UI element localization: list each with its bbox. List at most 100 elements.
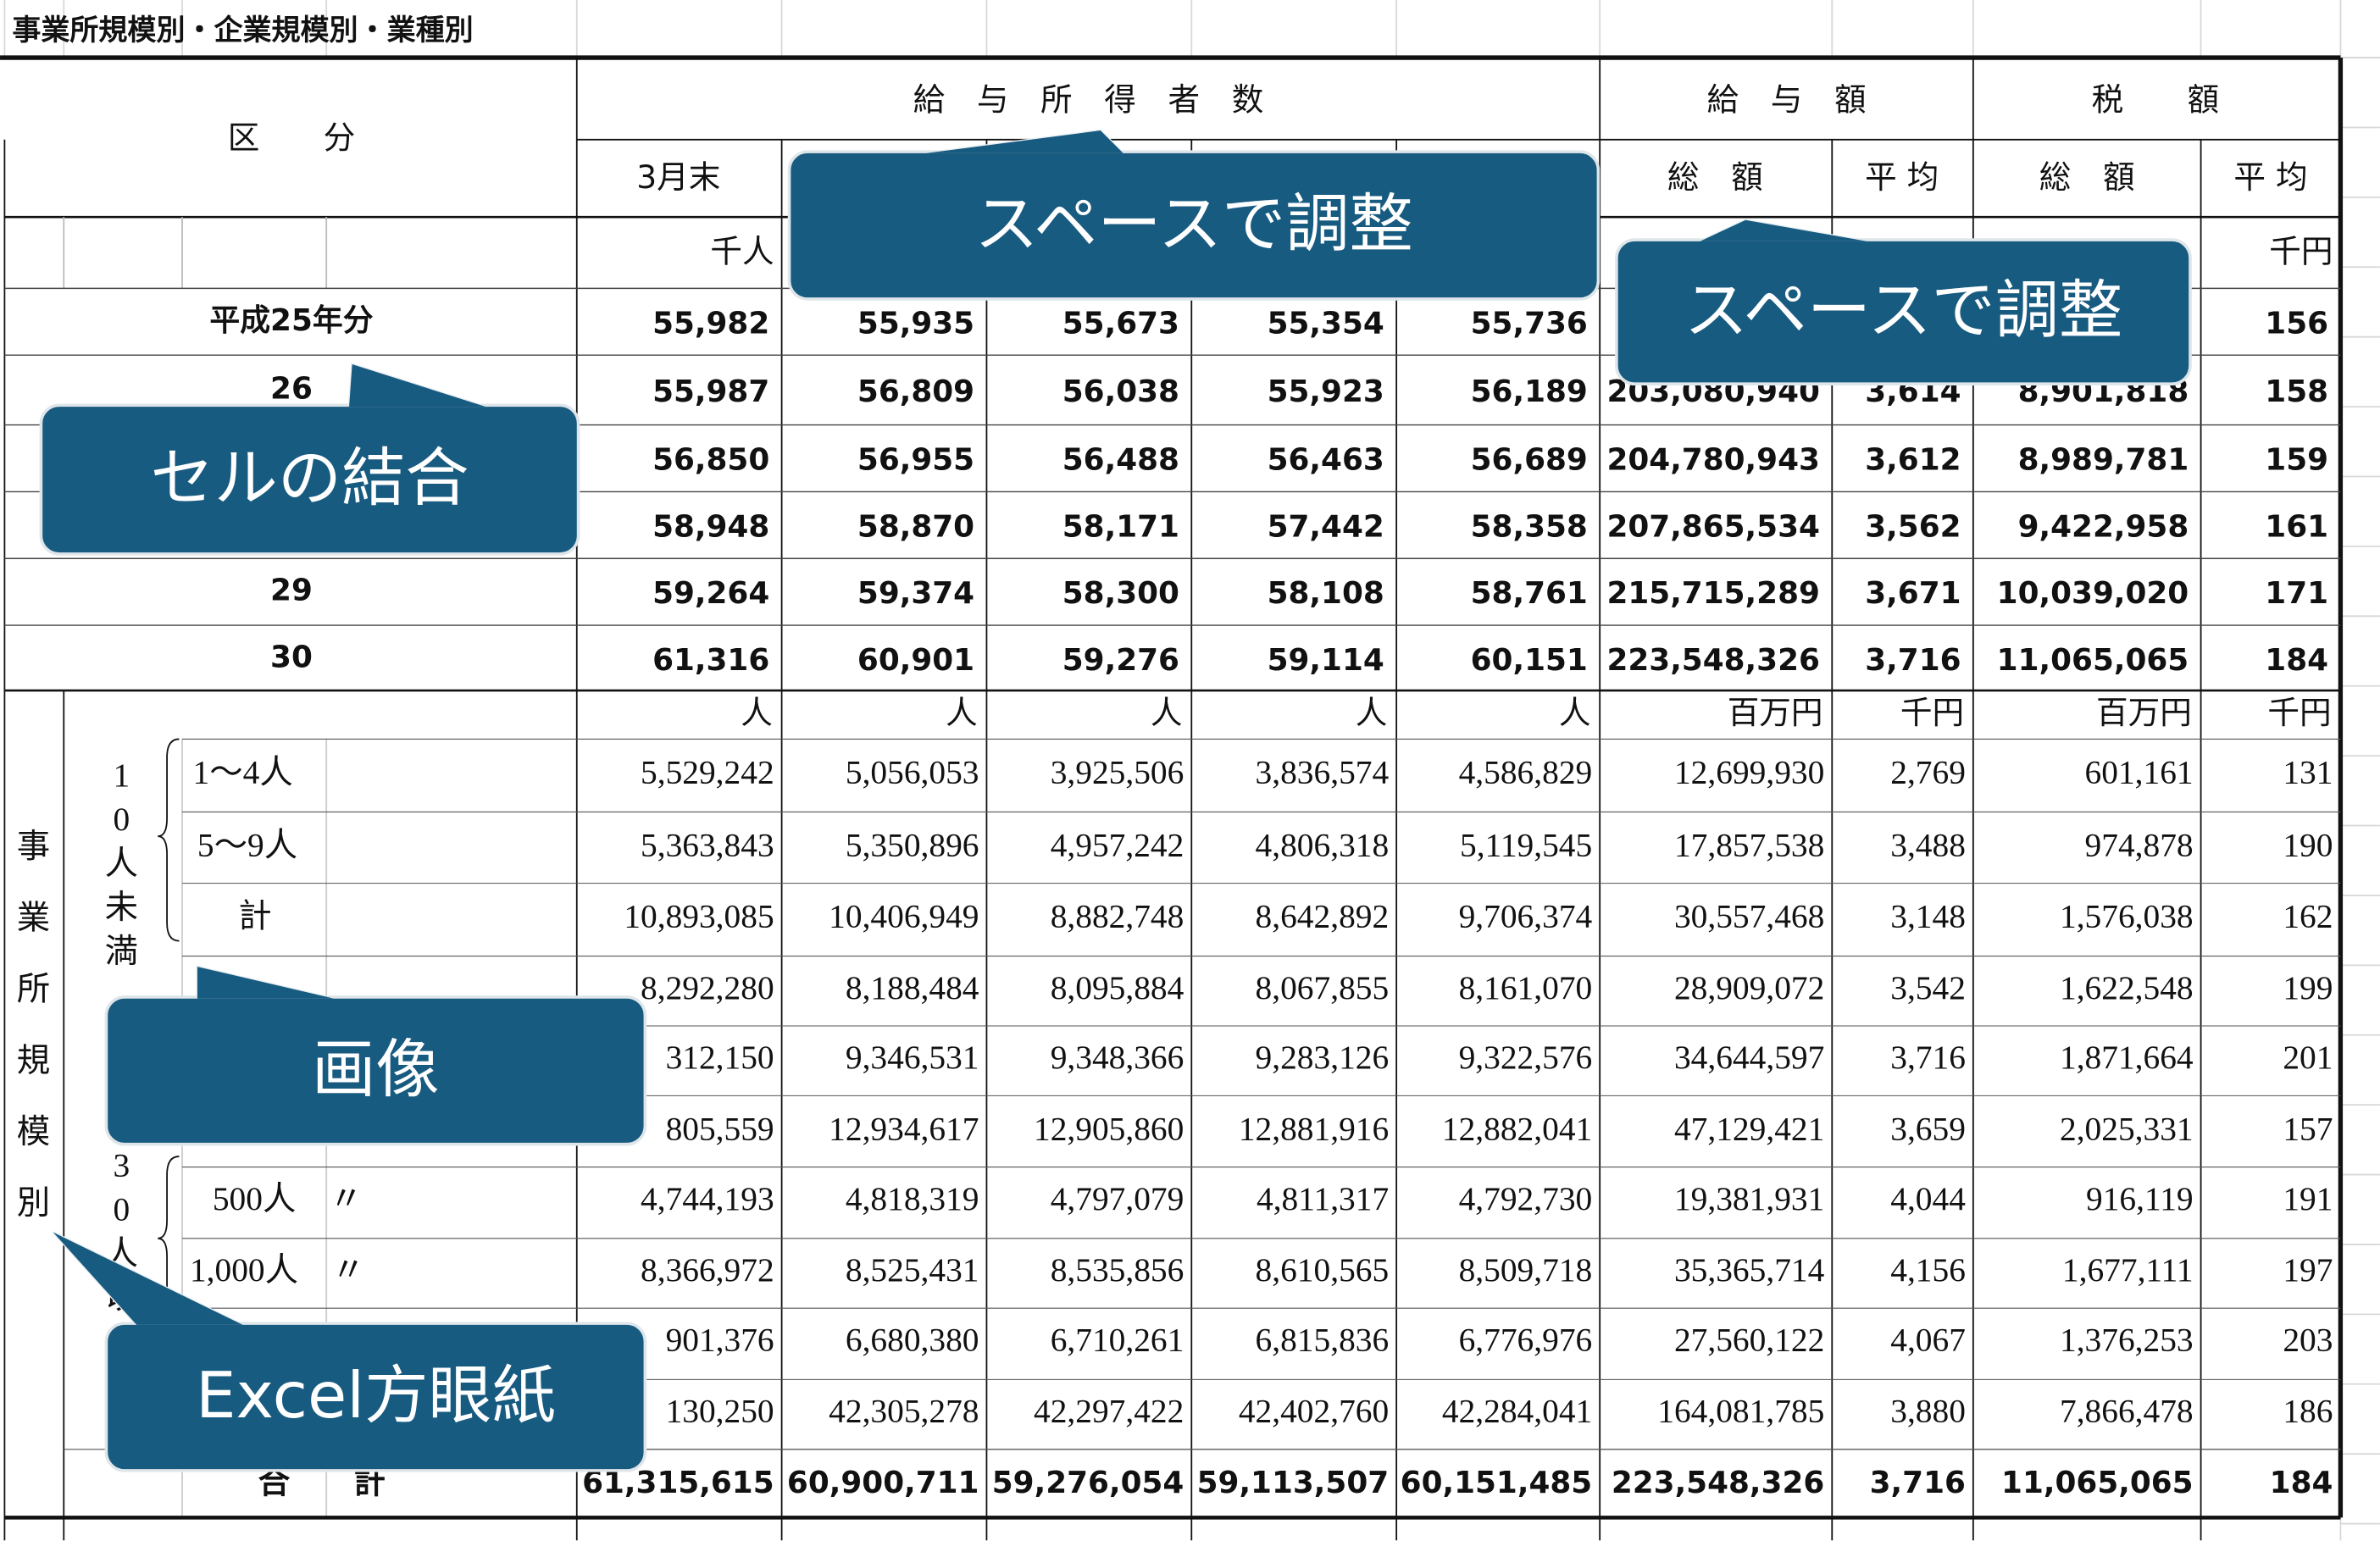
cell-text: 3,562 xyxy=(1865,509,1961,544)
cell-text: 12,882,041 xyxy=(1442,1110,1592,1147)
cell-text: 3,659 xyxy=(1890,1110,1966,1147)
cell-text: 8,366,972 xyxy=(641,1251,774,1289)
cell-text: 207,865,534 xyxy=(1606,509,1819,544)
cell-text: 8,292,280 xyxy=(641,969,774,1006)
header-sub: 3月末 xyxy=(636,158,720,196)
cell-text: 56,488 xyxy=(1062,443,1179,478)
cell-text: 12,905,860 xyxy=(1034,1110,1184,1147)
cell-text: 59,113,507 xyxy=(1197,1466,1390,1500)
cell-text: 58,358 xyxy=(1471,509,1588,544)
cell-text: 9,283,126 xyxy=(1256,1039,1390,1076)
cell-text: 1,576,038 xyxy=(2060,898,2194,935)
cell-text: 1,871,664 xyxy=(2060,1039,2194,1076)
cell-text: 199 xyxy=(2283,969,2333,1006)
cell-text: 186 xyxy=(2283,1393,2333,1430)
cell-text: 916,119 xyxy=(2086,1180,2194,1217)
cell-text: 4,957,242 xyxy=(1051,826,1184,863)
cell-text: 58,171 xyxy=(1062,509,1179,544)
row-label: 平成25年分 xyxy=(209,303,373,338)
cell-text: 12,934,617 xyxy=(829,1110,979,1147)
cell-text: 17,857,538 xyxy=(1674,826,1824,863)
cell-text: 3,542 xyxy=(1890,969,1966,1006)
cell-text: 9,322,576 xyxy=(1459,1039,1593,1076)
cell-text: 34,644,597 xyxy=(1674,1039,1824,1076)
cell-text: 204,780,943 xyxy=(1606,443,1819,478)
cell-text: 4,744,193 xyxy=(641,1180,774,1217)
cell-text: 9,346,531 xyxy=(846,1039,979,1076)
cell-text: 10,406,949 xyxy=(829,898,979,935)
cell-text: 3,488 xyxy=(1890,826,1966,863)
cell-text: 4,806,318 xyxy=(1256,826,1390,863)
cell-text: 8,525,431 xyxy=(846,1251,979,1289)
cell-text: 58,108 xyxy=(1268,576,1384,611)
cell-text: 8,882,748 xyxy=(1051,898,1184,935)
header-group: 給 与 所 得 者 数 xyxy=(913,81,1264,119)
unit-label: 人 xyxy=(1356,694,1388,731)
callout-text: セルの結合 xyxy=(150,441,469,515)
cell-text: 12,881,916 xyxy=(1239,1110,1389,1147)
cell-text: 3,671 xyxy=(1865,576,1961,611)
cell-text: 4,818,319 xyxy=(846,1180,979,1217)
cell-text: 6,680,380 xyxy=(846,1321,979,1358)
cell-text: 7,866,478 xyxy=(2060,1393,2194,1430)
cell-text: 4,586,829 xyxy=(1459,753,1593,790)
cell-text: 6,815,836 xyxy=(1256,1321,1390,1358)
cell-text: 9,348,366 xyxy=(1051,1039,1184,1076)
row-label: 30 xyxy=(270,640,313,674)
side-label: 1 0 人未満 xyxy=(105,757,138,970)
cell-text: 156 xyxy=(2265,306,2328,341)
callout-text: 画像 xyxy=(312,1032,439,1106)
cell-text: 56,038 xyxy=(1062,374,1179,409)
row-label: 29 xyxy=(270,574,313,608)
callout-box xyxy=(1615,238,2192,386)
callout-text: Excel方眼紙 xyxy=(196,1358,556,1433)
cell-text: 2,025,331 xyxy=(2060,1110,2194,1147)
unit-label: 千円 xyxy=(2269,233,2333,270)
cell-text: 11,065,065 xyxy=(2001,1466,2194,1500)
row-label: 5〜9人 xyxy=(197,826,297,863)
callout-pointer-fill xyxy=(1700,219,1867,241)
brace xyxy=(158,738,180,942)
cell-text: 1,622,548 xyxy=(2060,969,2194,1006)
header-sub: 平 均 xyxy=(1865,158,1939,196)
row-label: 計 xyxy=(238,898,271,935)
cell-text: 42,402,760 xyxy=(1239,1393,1389,1430)
header-sub: 総 額 xyxy=(1667,158,1763,196)
header-label: 区 分 xyxy=(228,119,355,156)
unit-label: 千円 xyxy=(1900,694,1964,731)
unit-label: 千人 xyxy=(710,233,774,270)
cell-text: 10,039,020 xyxy=(1997,576,2189,611)
unit-label: 人 xyxy=(946,694,978,731)
cell-text: 60,151 xyxy=(1471,643,1588,678)
cell-text: 4,811,317 xyxy=(1257,1180,1389,1217)
unit-label: 人 xyxy=(1151,694,1183,731)
header-sub: 総 額 xyxy=(2039,158,2135,196)
unit-label: 人 xyxy=(1559,694,1591,731)
cell-text: 157 xyxy=(2283,1110,2333,1147)
cell-text: 3,880 xyxy=(1890,1393,1966,1430)
cell-text: 59,114 xyxy=(1268,643,1384,678)
cell-text: 3,836,574 xyxy=(1256,753,1390,790)
callout-box xyxy=(104,995,647,1146)
cell-text: 56,189 xyxy=(1471,374,1588,409)
cell-text: 161 xyxy=(2265,509,2328,544)
cell-text: 3,925,506 xyxy=(1051,753,1184,790)
header-group: 税 額 xyxy=(2092,81,2219,119)
cell-text: 215,715,289 xyxy=(1606,576,1819,611)
cell-text: 55,673 xyxy=(1062,306,1179,341)
callout-box xyxy=(787,150,1601,301)
cell-text: 9,706,374 xyxy=(1459,898,1593,935)
cell-text: 42,297,422 xyxy=(1034,1393,1184,1430)
cell-text: 56,809 xyxy=(857,374,974,409)
cell-text: 201 xyxy=(2283,1039,2333,1076)
header-group: 給 与 額 xyxy=(1707,81,1867,119)
cell-text: 5,056,053 xyxy=(846,753,979,790)
cell-text: 8,509,718 xyxy=(1459,1251,1593,1289)
cell-text: 12,699,930 xyxy=(1674,753,1824,790)
cell-text: 58,761 xyxy=(1471,576,1588,611)
cell-text: 56,955 xyxy=(857,443,974,478)
cell-text: 4,156 xyxy=(1890,1251,1966,1289)
cell-text: 4,044 xyxy=(1890,1180,1966,1217)
cell-text: 11,065,065 xyxy=(1997,643,2189,678)
